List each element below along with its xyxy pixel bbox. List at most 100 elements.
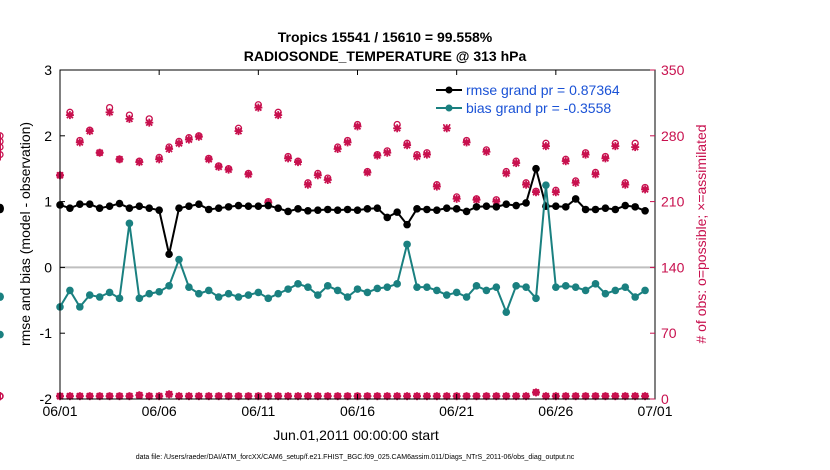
bias-point xyxy=(135,294,144,303)
obs-assimilated-point xyxy=(75,138,84,147)
rmse-point xyxy=(244,202,253,211)
y-right-tick-label: 210 xyxy=(661,194,685,210)
bias-point xyxy=(195,289,203,298)
obs-assimilated-point xyxy=(393,124,402,133)
footnote: data file: /Users/raeder/DAI/ATM_forcXX/… xyxy=(136,454,575,461)
y-left-tick-label: -1 xyxy=(40,325,53,341)
rmse-point xyxy=(224,203,233,211)
rmse-point xyxy=(304,207,312,215)
rmse-point xyxy=(264,201,273,210)
obs-assimilated-point xyxy=(502,169,511,178)
bias-point xyxy=(522,283,530,291)
rmse-point xyxy=(0,203,4,212)
obs-assimilated-point xyxy=(581,150,590,159)
rmse-point xyxy=(204,205,213,214)
bias-point xyxy=(333,286,342,295)
obs-assimilated-point xyxy=(115,155,124,164)
obs-assimilated-point xyxy=(155,155,164,164)
rmse-point xyxy=(155,206,163,214)
bias-point xyxy=(274,289,282,298)
obs-possible-point xyxy=(0,143,4,151)
x-label: Jun.01,2011 00:00:00 start xyxy=(273,427,439,443)
bias-point xyxy=(314,291,322,299)
obs-assimilated-point xyxy=(621,180,630,189)
obs-assimilated-point xyxy=(85,127,94,136)
rmse-point xyxy=(641,207,649,215)
rmse-point xyxy=(234,201,243,210)
y-left-tick-label: -2 xyxy=(40,391,53,407)
bias-point xyxy=(0,292,4,301)
rmse-point xyxy=(254,202,263,211)
rmse-point xyxy=(393,208,401,216)
bias-point xyxy=(185,283,193,291)
bias-point xyxy=(175,255,183,264)
rmse-point xyxy=(314,206,322,214)
legend-bias-label: bias grand pr = -0.3558 xyxy=(466,100,611,116)
legend-rmse-marker xyxy=(445,86,453,94)
obs-assimilated-point xyxy=(194,132,203,141)
obs-assimilated-point xyxy=(135,158,144,167)
y-left-tick-label: 1 xyxy=(44,194,52,210)
obs-assimilated-point xyxy=(452,194,461,203)
bias-point xyxy=(85,291,94,299)
chart-subtitle: RADIOSONDE_TEMPERATURE @ 313 hPa xyxy=(244,48,527,64)
bias-point xyxy=(0,330,4,339)
bias-point xyxy=(214,293,223,301)
obs-assimilated-point xyxy=(482,147,491,156)
y-left-tick-label: 3 xyxy=(44,62,52,78)
obs-assimilated-point xyxy=(432,182,441,191)
chart-title: Tropics 15541 / 15610 = 99.558% xyxy=(278,29,493,45)
bias-point xyxy=(591,280,600,288)
obs-possible-point xyxy=(0,150,4,159)
obs-assimilated-point xyxy=(234,127,243,136)
obs-assimilated-point xyxy=(125,114,134,123)
bias-point xyxy=(403,240,411,249)
bias-point xyxy=(264,294,273,303)
bias-point xyxy=(224,289,233,298)
rmse-point xyxy=(274,204,282,212)
x-tick-label: 07/01 xyxy=(637,403,672,419)
obs-assimilated-layer-point xyxy=(135,391,144,400)
bias-point xyxy=(423,283,431,291)
obs-assimilated-point xyxy=(561,157,570,166)
obs-assimilated-point xyxy=(274,111,283,120)
obs-assimilated-point xyxy=(224,165,233,174)
obs-assimilated-layer-point xyxy=(611,392,620,401)
obs-assimilated-point xyxy=(512,159,521,168)
bias-point xyxy=(145,289,154,298)
rmse-point xyxy=(621,201,630,210)
rmse-point xyxy=(105,202,114,211)
obs-assimilated-point xyxy=(313,171,322,180)
obs-assimilated-point xyxy=(551,188,560,197)
legend-rmse-label: rmse grand pr = 0.87364 xyxy=(466,82,620,98)
obs-assimilated-point xyxy=(184,135,193,144)
bias-point xyxy=(115,294,124,303)
bias-point xyxy=(433,286,441,295)
bias-point xyxy=(363,288,372,297)
obs-assimilated-point xyxy=(303,180,312,189)
x-tick-label: 06/01 xyxy=(42,403,77,419)
bias-point xyxy=(532,294,540,303)
obs-assimilated-point xyxy=(323,175,332,184)
bias-point xyxy=(472,282,481,290)
bias-point xyxy=(492,283,501,291)
bias-point xyxy=(631,293,639,301)
rmse-point xyxy=(482,202,491,211)
rmse-point xyxy=(135,202,144,211)
bias-point xyxy=(542,181,550,189)
obs-assimilated-layer-point xyxy=(264,392,273,401)
x-tick-label: 06/21 xyxy=(439,403,474,419)
bias-point xyxy=(452,288,461,297)
obs-assimilated-point xyxy=(95,148,104,157)
bias-point xyxy=(641,286,649,295)
bias-point xyxy=(353,285,362,293)
bias-point xyxy=(323,282,332,290)
bias-point xyxy=(125,219,134,228)
bias-point xyxy=(66,286,74,295)
obs-assimilated-point xyxy=(413,152,421,161)
bias-point xyxy=(95,293,104,301)
bias-point xyxy=(393,280,401,288)
rmse-point xyxy=(571,195,580,203)
rmse-point xyxy=(423,205,431,214)
obs-assimilated-point xyxy=(145,118,154,127)
